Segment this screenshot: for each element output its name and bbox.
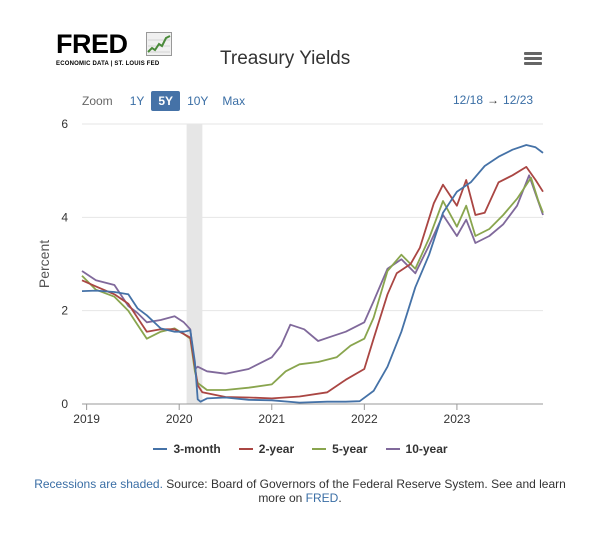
y-tick-label: 2 xyxy=(61,304,68,318)
y-tick-label: 0 xyxy=(61,397,68,411)
legend-swatch xyxy=(312,448,327,450)
legend-swatch xyxy=(153,448,168,450)
zoom-5y-button[interactable]: 5Y xyxy=(151,91,181,111)
x-tick-label: 2019 xyxy=(73,412,100,426)
zoom-controls: Zoom 1Y 5Y 10Y Max xyxy=(82,90,252,112)
x-tick-label: 2023 xyxy=(444,412,471,426)
x-tick-label: 2020 xyxy=(166,412,193,426)
legend-item-3-month[interactable]: 3-month xyxy=(153,442,221,456)
legend-label: 5-year xyxy=(332,442,368,456)
legend-item-5-year[interactable]: 5-year xyxy=(312,442,368,456)
series-line-5-year xyxy=(81,176,544,391)
y-tick-label: 6 xyxy=(61,117,68,131)
hamburger-icon[interactable] xyxy=(524,52,542,70)
chart-title: Treasury Yields xyxy=(220,48,351,69)
zoom-10y-button[interactable]: 10Y xyxy=(187,94,209,108)
source-text: Source: Board of Governors of the Federa… xyxy=(162,477,566,505)
series-line-3-month xyxy=(81,144,544,404)
legend-swatch xyxy=(238,448,253,450)
x-tick-label: 2022 xyxy=(351,412,378,426)
y-axis-label: Percent xyxy=(36,240,52,288)
legend-swatch xyxy=(385,448,400,450)
legend-label: 2-year xyxy=(258,442,295,456)
y-tick-label: 4 xyxy=(61,210,68,224)
x-tick-label: 2021 xyxy=(258,412,285,426)
logo-wordmark: FRED xyxy=(56,29,128,59)
zoom-max-button[interactable]: Max xyxy=(222,94,246,108)
date-range: 12/18 → 12/23 xyxy=(453,93,533,107)
fred-link[interactable]: FRED xyxy=(305,491,339,505)
zoom-label: Zoom xyxy=(82,94,113,108)
series-line-2-year xyxy=(81,165,544,400)
range-arrow-icon: → xyxy=(487,93,500,107)
legend-label: 10-year xyxy=(405,442,448,456)
legend-label: 3-month xyxy=(173,442,221,456)
footer-period: . xyxy=(338,491,342,505)
range-end[interactable]: 12/23 xyxy=(503,93,534,107)
logo-subtitle: ECONOMIC DATA | ST. LOUIS FED xyxy=(56,61,160,67)
chart-footer: Recessions are shaded. Source: Board of … xyxy=(30,477,570,505)
fred-logo[interactable]: FRED ECONOMIC DATA | ST. LOUIS FED xyxy=(56,30,174,70)
series-line-10-year xyxy=(81,174,544,375)
recessions-link[interactable]: Recessions are shaded. xyxy=(34,477,163,491)
logo-graph-icon xyxy=(146,32,172,56)
legend-item-10-year[interactable]: 10-year xyxy=(385,442,448,456)
range-start[interactable]: 12/18 xyxy=(453,93,484,107)
chart-legend: 3-month 2-year 5-year 10-year xyxy=(0,442,601,456)
zoom-1y-button[interactable]: 1Y xyxy=(129,94,145,108)
legend-item-2-year[interactable]: 2-year xyxy=(238,442,295,456)
